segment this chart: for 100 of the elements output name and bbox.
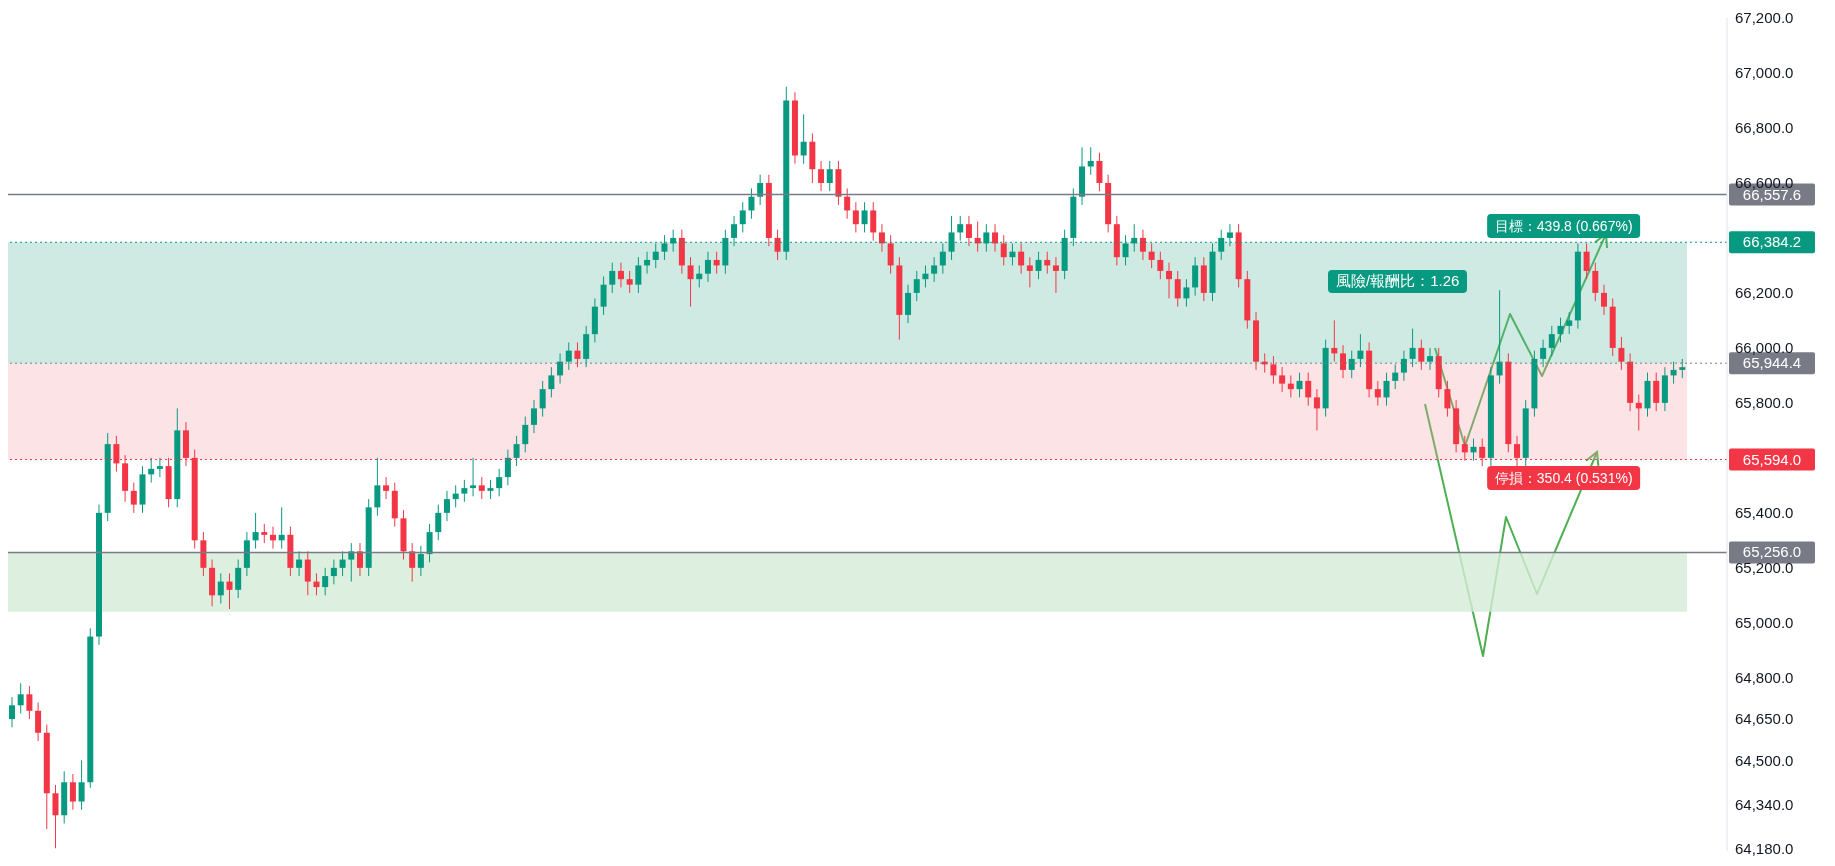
y-tick-label: 66,800.0	[1735, 119, 1794, 137]
candlestick	[1000, 234, 1007, 266]
candlestick	[704, 251, 711, 283]
candlestick	[269, 526, 276, 550]
candlestick	[1670, 361, 1677, 385]
candlestick	[217, 572, 224, 605]
annotation: 風險/報酬比：1.26	[1328, 270, 1468, 293]
candlestick	[356, 542, 363, 577]
candlestick	[1409, 328, 1416, 368]
candlestick	[757, 174, 764, 206]
y-tick-label: 65,800.0	[1735, 394, 1794, 412]
candlestick	[348, 542, 355, 583]
candlestick	[939, 242, 946, 275]
candlestick	[739, 201, 746, 233]
candlestick	[470, 457, 477, 497]
candlestick	[844, 187, 851, 220]
candlestick	[887, 234, 894, 275]
candlestick	[478, 476, 485, 500]
candlestick	[1192, 256, 1199, 297]
candlestick	[1383, 372, 1390, 407]
candlestick	[1087, 146, 1094, 176]
y-tick-label: 64,800.0	[1735, 669, 1794, 687]
candlestick	[818, 160, 825, 192]
candlestick	[913, 270, 920, 302]
candlestick	[148, 457, 155, 484]
candlestick	[1400, 350, 1407, 382]
candlestick	[1026, 256, 1033, 288]
y-tick-label: 66,000.0	[1735, 339, 1794, 357]
candlestick	[1183, 278, 1190, 308]
candlestick	[1052, 256, 1059, 294]
candlestick	[852, 201, 859, 233]
candlestick	[9, 696, 15, 728]
y-tick-label: 67,000.0	[1735, 64, 1794, 82]
candlestick	[374, 457, 381, 517]
candlestick	[1018, 242, 1025, 275]
candlestick	[600, 275, 607, 316]
candlestick	[644, 251, 651, 275]
candlestick	[130, 482, 137, 514]
band-label: 目標：439.8 (0.667%)	[1486, 214, 1641, 239]
candlestick	[878, 223, 885, 253]
candlestick	[304, 550, 311, 596]
candlestick	[1348, 350, 1355, 379]
candlestick	[1157, 251, 1164, 280]
candlestick	[1679, 358, 1686, 379]
candlestick	[522, 416, 529, 453]
candlestick	[1305, 372, 1312, 407]
candlestick	[69, 773, 76, 811]
candlestick	[313, 572, 320, 596]
candlestick	[965, 215, 972, 247]
candlestick	[513, 435, 520, 467]
candlestick	[52, 784, 59, 849]
candlestick	[1296, 372, 1303, 398]
candlestick	[452, 484, 459, 508]
candlestick	[330, 559, 337, 585]
candlestick	[1618, 336, 1625, 371]
candlestick	[617, 262, 624, 288]
ref-line-label: 65,256.0	[1742, 543, 1802, 561]
candlestick	[626, 270, 633, 294]
candlestick	[1174, 270, 1181, 308]
ref-line-label: 66,384.2	[1742, 233, 1802, 251]
candlestick	[339, 550, 346, 577]
candlestick	[1148, 242, 1155, 269]
candlestick	[574, 341, 581, 368]
candlestick	[417, 545, 424, 577]
candlestick	[992, 223, 999, 253]
candlestick	[252, 512, 259, 550]
candlestick	[409, 542, 416, 583]
y-tick-label: 66,200.0	[1735, 284, 1794, 302]
candlestick	[609, 262, 616, 294]
candlestick	[713, 251, 720, 275]
y-tick-label: 65,200.0	[1735, 559, 1794, 577]
candlestick	[461, 479, 468, 503]
candlestick	[322, 567, 329, 596]
candlestick	[748, 187, 755, 220]
ref-line-label: 65,944.4	[1742, 354, 1802, 372]
candlestick	[435, 504, 442, 541]
candlestick	[687, 256, 694, 308]
candlestick	[635, 256, 642, 294]
candlestick	[1166, 262, 1173, 299]
candlestick	[826, 160, 833, 192]
ref-line-label: 65,594.0	[1742, 450, 1802, 468]
y-tick-label: 64,340.0	[1735, 795, 1794, 813]
candlestick	[226, 572, 233, 610]
y-tick-label: 64,500.0	[1735, 751, 1794, 769]
candlestick	[1035, 251, 1042, 280]
candlestick	[35, 702, 42, 742]
candlestick	[565, 341, 572, 371]
candlestick	[905, 284, 912, 324]
y-tick-label: 65,000.0	[1735, 614, 1794, 632]
candlestick	[800, 113, 807, 165]
candlestick	[774, 229, 781, 261]
y-tick-label: 64,180.0	[1735, 839, 1794, 857]
candlestick	[870, 201, 877, 242]
candlestick	[26, 685, 33, 720]
candlestick	[156, 457, 163, 478]
candlestick	[1270, 355, 1277, 385]
candlestick	[496, 468, 503, 497]
candlestick	[296, 550, 303, 577]
candlestick	[1313, 388, 1320, 431]
candlestick	[1279, 366, 1286, 393]
